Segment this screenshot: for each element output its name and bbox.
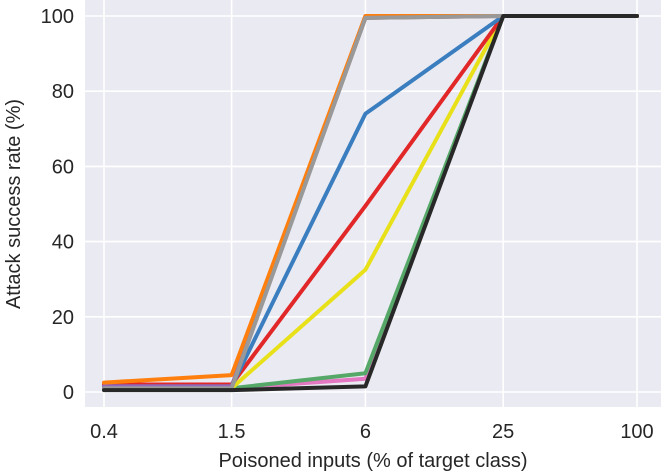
series-group	[102, 14, 639, 393]
y-tick-label: 100	[41, 6, 74, 28]
x-tick-label: 6	[360, 421, 371, 443]
x-tick-label: 25	[492, 421, 514, 443]
y-tick-labels: 0 20 40 60 80 100	[41, 6, 74, 404]
y-tick-label: 40	[52, 232, 74, 254]
x-tick-label: 100	[620, 421, 653, 443]
x-tick-labels: 0.4 1.5 6 25 100	[90, 421, 654, 443]
plot-area	[85, 0, 661, 407]
y-tick-label: 20	[52, 307, 74, 329]
series-line	[102, 14, 639, 393]
y-tick-label: 80	[52, 81, 74, 103]
y-tick-label: 0	[63, 382, 74, 404]
x-axis-label: Poisoned inputs (% of target class)	[218, 450, 527, 472]
y-tick-label: 60	[52, 156, 74, 178]
x-tick-label: 1.5	[218, 421, 246, 443]
y-axis-label: Attack success rate (%)	[3, 99, 25, 309]
x-tick-label: 0.4	[90, 421, 118, 443]
